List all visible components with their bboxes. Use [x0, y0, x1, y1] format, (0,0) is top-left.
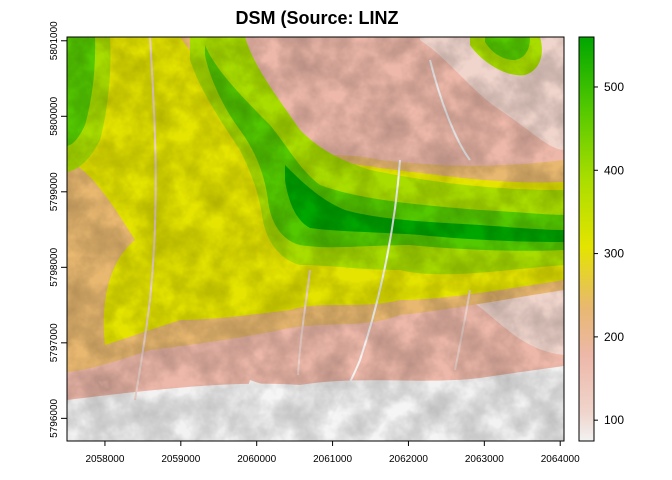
y-tick-label: 5797000 [49, 323, 60, 362]
x-tick-label: 2064000 [541, 454, 580, 465]
elevation-raster [66, 36, 565, 442]
legend-tick-label: 100 [604, 413, 624, 427]
legend-tick-label: 300 [604, 247, 624, 261]
x-tick-label: 2059000 [161, 454, 200, 465]
y-tick-label: 5799000 [49, 172, 60, 211]
x-tick-label: 2063000 [465, 454, 504, 465]
y-axis: 5801000 5800000 5799000 5798000 5797000 57960… [49, 21, 68, 438]
legend-tick-label: 500 [604, 80, 624, 94]
elevation-legend: 100 200 300 400 500 [578, 36, 624, 442]
map-title: DSM (Source: LINZ [235, 8, 399, 28]
y-tick-label: 5798000 [49, 247, 60, 286]
y-tick-label: 5800000 [49, 96, 60, 135]
y-tick-label: 5796000 [49, 398, 60, 437]
x-tick-label: 2060000 [237, 454, 276, 465]
x-tick-label: 2062000 [389, 454, 428, 465]
legend-tick-label: 400 [604, 163, 624, 177]
x-axis: 2058000 2059000 2060000 2061000 2062000 20630… [85, 440, 580, 465]
legend-tick-label: 200 [604, 330, 624, 344]
legend-color-bar [578, 36, 595, 442]
y-tick-label: 5801000 [49, 21, 60, 60]
x-tick-label: 2061000 [313, 454, 352, 465]
x-tick-label: 2058000 [85, 454, 124, 465]
